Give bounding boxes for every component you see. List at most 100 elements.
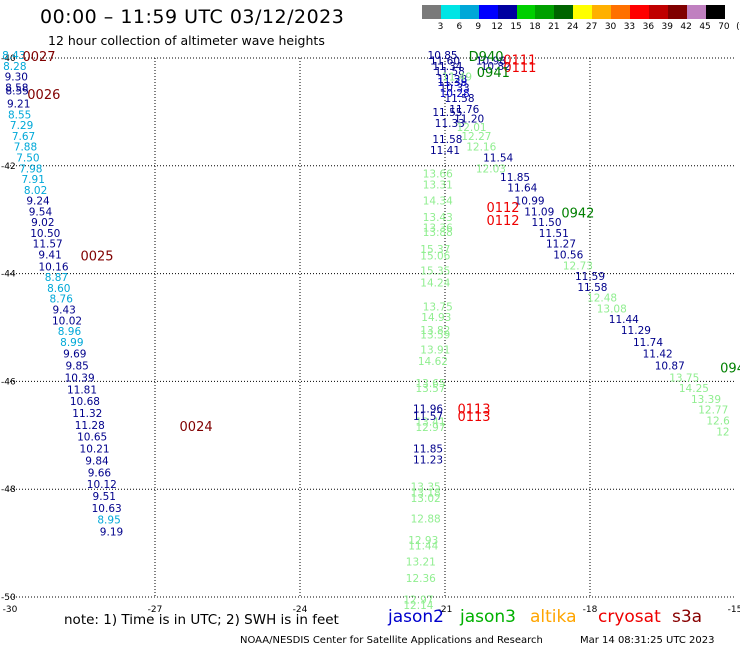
- track-id-label: 0111: [503, 61, 536, 76]
- wave-height-value: 11.23: [413, 454, 443, 466]
- colorbar-label: 12: [491, 22, 503, 32]
- wave-height-value: 15.37: [420, 244, 450, 256]
- colorbar-swatch: [422, 5, 441, 19]
- colorbar-swatch: [667, 5, 687, 19]
- colorbar-swatch: [573, 5, 593, 19]
- wave-height-value: 13.59: [420, 329, 450, 341]
- wave-height-value: 10.99: [515, 196, 545, 208]
- wave-height-value: 8.55: [8, 109, 31, 121]
- wave-height-value: 10.87: [655, 361, 685, 373]
- legend-s3a: s3a: [672, 607, 703, 627]
- wave-height-value: 8.76: [50, 294, 74, 306]
- wave-height-value: 12.88: [411, 514, 441, 526]
- chart-title: 00:00 – 11:59 UTC 03/12/2023: [40, 6, 345, 28]
- wave-height-value: 8.28: [3, 61, 26, 73]
- footer-note: note: 1) Time is in UTC; 2) SWH is in fe…: [64, 612, 339, 628]
- wave-height-value: 7.91: [22, 174, 45, 186]
- wave-height-value: 11.76: [449, 104, 479, 116]
- wave-height-value: 8.55: [6, 86, 29, 98]
- wave-height-value: 10.16: [38, 261, 68, 273]
- wave-height-value: 9.21: [7, 99, 30, 111]
- colorbar-label: 21: [548, 22, 560, 32]
- colorbar-swatch: [648, 5, 668, 19]
- wave-height-value: 8.99: [60, 337, 83, 349]
- wave-height-value: 8.87: [45, 272, 68, 284]
- wave-height-value: 9.30: [5, 72, 28, 84]
- wave-height-value: 9.41: [38, 250, 61, 262]
- track-id-label: 0942: [561, 206, 594, 221]
- wave-height-value: 7.50: [16, 152, 39, 164]
- wave-height-value: 8.02: [24, 185, 47, 197]
- colorbar-label: (ft): [736, 22, 740, 32]
- wave-height-value: 11.29: [621, 325, 651, 337]
- colorbar-label: 18: [529, 22, 541, 32]
- wave-height-value: 10.12: [87, 479, 117, 491]
- wave-height-value: 12.03: [476, 163, 506, 175]
- wave-height-value: 10.28: [440, 88, 470, 100]
- wave-height-value: 9.19: [100, 527, 123, 539]
- chart-subtitle: 12 hour collection of altimeter wave hei…: [48, 33, 325, 48]
- wave-height-value: 11.58: [435, 66, 465, 78]
- wave-height-value: 11.38: [437, 77, 467, 89]
- wave-height-value: 12.97: [403, 594, 433, 606]
- wave-height-value: 8.58: [5, 82, 28, 94]
- wave-height-value: 13.21: [406, 557, 436, 569]
- wave-height-value: 10.68: [70, 396, 100, 408]
- wave-height-value: 11.64: [507, 183, 537, 195]
- wave-height-value: 11.55: [432, 107, 462, 119]
- track-id-label: 094: [720, 362, 740, 377]
- wave-height-value: 7.29: [10, 120, 33, 132]
- y-tick-label: -40: [1, 54, 16, 64]
- wave-height-value: 10.39: [65, 372, 95, 384]
- y-tick-label: -44: [1, 270, 16, 280]
- x-tick-label: -30: [3, 605, 18, 615]
- wave-height-value: 13.39: [691, 394, 721, 406]
- wave-height-value: 8.43: [2, 50, 25, 62]
- legend-cryosat: cryosat: [598, 607, 661, 627]
- x-tick-label: -21: [438, 605, 453, 615]
- colorbar-swatch: [478, 5, 498, 19]
- wave-height-value: 9.51: [93, 491, 116, 503]
- colorbar-swatch: [440, 5, 460, 19]
- wave-height-value: 15.35: [420, 266, 450, 278]
- wave-height-value: 9.84: [85, 455, 109, 467]
- wave-height-value: 9.69: [63, 349, 86, 361]
- wave-height-value: 14.93: [421, 312, 451, 324]
- track-id-label: 0025: [80, 250, 113, 265]
- wave-height-value: 13.82: [420, 325, 450, 337]
- wave-height-value: 11.58: [577, 282, 607, 294]
- colorbar-swatch: [516, 5, 536, 19]
- x-tick-label: -18: [583, 605, 598, 615]
- wave-height-value: 11.81: [67, 384, 97, 396]
- footer-timestamp: Mar 14 08:31:25 UTC 2023: [580, 635, 715, 646]
- wave-height-value: 9.02: [31, 217, 54, 229]
- wave-height-value: 12.01: [457, 122, 487, 134]
- wave-height-value: 11.44: [609, 314, 639, 326]
- wave-height-value: 9.43: [52, 304, 75, 316]
- colorbar-swatch: [611, 5, 630, 19]
- wave-height-value: 14.25: [679, 383, 709, 395]
- wave-height-value: 11.33: [435, 118, 465, 130]
- colorbar-swatch: [459, 5, 479, 19]
- wave-height-value: 11.57: [413, 411, 443, 423]
- wave-height-value: 10.21: [80, 444, 110, 456]
- wave-height-value: 9.66: [88, 467, 112, 479]
- wave-height-value: 11.58: [444, 93, 474, 105]
- colorbar-swatch: [592, 5, 612, 19]
- wave-height-value: 11.41: [430, 145, 460, 157]
- wave-height-value: 11.49: [442, 72, 472, 84]
- wave-height-value: 7.67: [12, 131, 35, 143]
- wave-height-value: 12.93: [408, 535, 438, 547]
- wave-height-value: 14.62: [418, 356, 448, 368]
- track-id-label: 0026: [27, 88, 60, 103]
- colorbar-swatch: [629, 5, 649, 19]
- wave-height-value: 7.98: [19, 163, 42, 175]
- wave-height-value: 10.63: [92, 503, 122, 515]
- track-id-label: 0024: [180, 420, 213, 435]
- wave-height-value: 8.60: [47, 283, 70, 295]
- wave-height-value: 11.32: [72, 408, 102, 420]
- legend-altika: altika: [530, 607, 577, 627]
- wave-height-value: 10.65: [77, 432, 107, 444]
- track-id-label: D940: [469, 50, 504, 65]
